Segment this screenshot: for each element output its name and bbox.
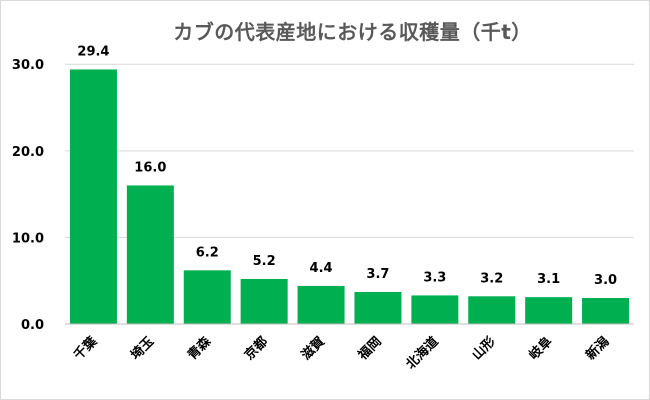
bar — [411, 295, 459, 324]
bar — [525, 297, 573, 324]
data-label: 16.0 — [134, 160, 166, 175]
category-label: 埼玉 — [127, 334, 157, 364]
bar — [354, 291, 402, 324]
category-label: 千葉 — [71, 333, 101, 363]
y-tick-label: 20.0 — [12, 145, 44, 160]
chart-title: カブの代表産地における収穫量（千t） — [173, 20, 532, 44]
data-label: 3.1 — [537, 272, 560, 287]
category-label: 福岡 — [354, 334, 384, 364]
data-labels: 29.4 16.0 6.2 5.2 4.4 3.7 3.3 3.2 3.1 3.0 — [77, 44, 617, 288]
bar — [69, 69, 117, 324]
bar — [126, 185, 174, 324]
data-label: 29.4 — [77, 44, 109, 59]
category-label: 新潟 — [583, 334, 613, 364]
data-label: 3.2 — [480, 271, 503, 286]
data-label: 3.3 — [423, 270, 446, 285]
bars — [69, 69, 630, 324]
data-label: 5.2 — [253, 254, 276, 269]
category-label: 京都 — [241, 334, 271, 364]
category-label: 北海道 — [403, 334, 442, 373]
category-label: 山形 — [469, 334, 499, 364]
data-label: 3.0 — [594, 273, 617, 288]
bar — [582, 298, 630, 324]
data-label: 4.4 — [310, 261, 333, 276]
bar — [240, 278, 288, 324]
data-label: 6.2 — [196, 245, 219, 260]
category-label: 岐阜 — [526, 334, 556, 364]
y-tick-label: 10.0 — [12, 231, 44, 246]
category-labels: 千葉 埼玉 青森 京都 滋賀 福岡 北海道 山形 岐阜 新潟 — [71, 333, 613, 373]
bar — [468, 296, 516, 324]
category-label: 滋賀 — [298, 334, 328, 364]
data-label: 3.7 — [366, 267, 389, 282]
y-axis-ticks: 0.0 10.0 20.0 30.0 — [12, 58, 44, 333]
y-tick-label: 0.0 — [21, 318, 44, 333]
category-label: 青森 — [184, 333, 214, 363]
bar — [183, 270, 231, 324]
y-tick-label: 30.0 — [12, 58, 44, 73]
bar — [297, 285, 345, 324]
